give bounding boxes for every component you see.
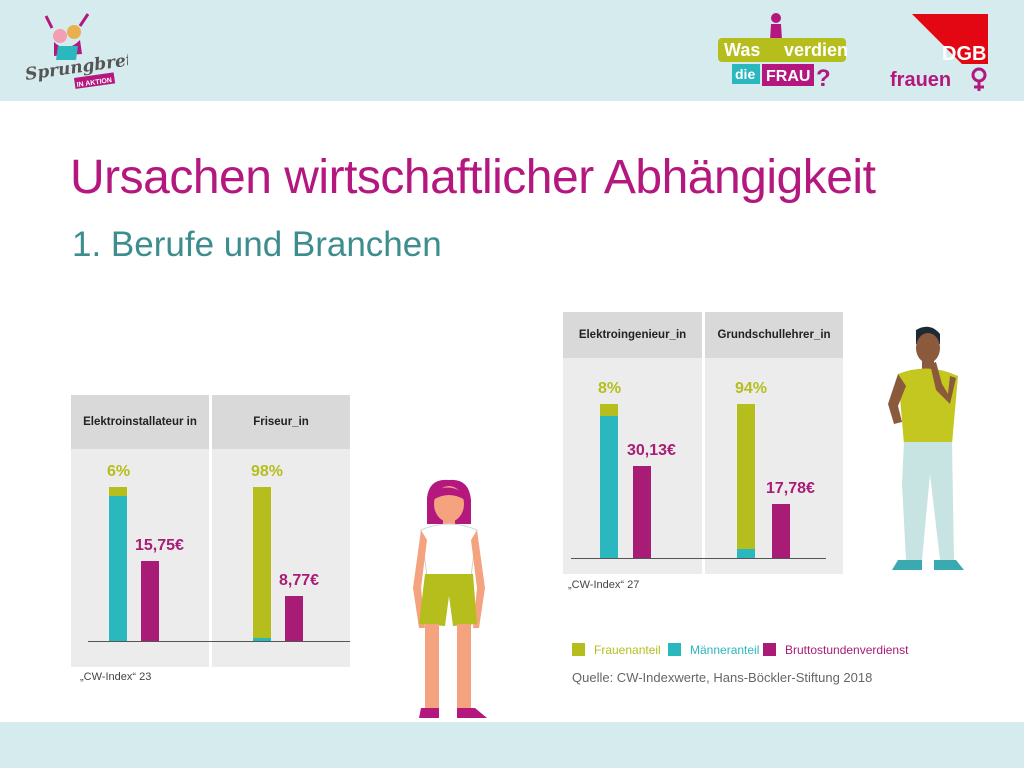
slide-title: Ursachen wirtschaftlicher Abhängigkeit xyxy=(70,151,876,204)
footer-band xyxy=(0,722,1024,768)
cw-index-note-right: „CW-Index“ 27 xyxy=(568,579,640,591)
svg-text:IN AKTION: IN AKTION xyxy=(76,77,112,89)
label-frauenanteil-elektroinstallateur: 6% xyxy=(107,463,131,480)
label-frauenanteil-grundschullehrer: 94% xyxy=(735,380,768,397)
bar-maenneranteil-grundschullehrer xyxy=(737,548,755,558)
panel-header-grundschullehrer: Grundschullehrer_in xyxy=(705,312,843,358)
cw-index-note-left: „CW-Index“ 23 xyxy=(80,671,152,683)
label-verdienst-friseur: 8,77€ xyxy=(279,572,320,590)
label-verdienst-elektroinstallateur: 15,75€ xyxy=(135,536,184,554)
woman-illustration xyxy=(413,479,487,718)
bar-verdienst-elektroinstallateur xyxy=(141,560,159,641)
legend-label-bruttostundenverdienst: Bruttostundenverdienst xyxy=(785,643,909,657)
bar-verdienst-grundschullehrer xyxy=(772,503,790,558)
bar-verdienst-elektroingenieur xyxy=(633,466,651,558)
label-frauenanteil-elektroingenieur: 8% xyxy=(598,380,622,397)
man-illustration xyxy=(888,326,964,570)
svg-text:die: die xyxy=(735,66,755,82)
svg-text:FRAU: FRAU xyxy=(766,68,810,85)
svg-text:Was: Was xyxy=(724,40,760,60)
source-note: Quelle: CW-Indexwerte, Hans-Böckler-Stif… xyxy=(572,670,873,685)
label-verdienst-grundschullehrer: 17,78€ xyxy=(766,479,815,497)
bar-maenneranteil-friseur xyxy=(253,637,271,641)
bar-frauenanteil-elektroingenieur xyxy=(600,404,618,417)
panel-header-elektroinstallateur: Elektroinstallateur in xyxy=(71,395,209,449)
legend-label-maenneranteil: Männeranteil xyxy=(690,643,760,657)
bar-verdienst-friseur xyxy=(285,596,303,641)
label-frauenanteil-friseur: 98% xyxy=(251,463,284,480)
svg-text:frauen: frauen xyxy=(890,69,951,91)
legend-swatch-maenneranteil xyxy=(668,643,681,656)
x-axis-right xyxy=(571,558,826,559)
bar-frauenanteil-elektroinstallateur xyxy=(109,487,127,497)
panel-header-elektroingenieur: Elektroingenieur_in xyxy=(563,312,702,358)
svg-text:?: ? xyxy=(816,65,831,92)
was-verdient-die-frau-logo: Was verdient die FRAU ? xyxy=(718,13,848,92)
svg-text:DGB: DGB xyxy=(942,43,986,65)
panel-header-friseur: Friseur_in xyxy=(212,395,350,449)
panel-elektroinstallateur: Elektroinstallateur in xyxy=(71,395,209,667)
legend-swatch-bruttostundenverdienst xyxy=(763,643,776,656)
panel-elektroingenieur: Elektroingenieur_in xyxy=(563,312,702,574)
dgb-frauen-logo: DGB frauen xyxy=(890,14,988,91)
panel-friseur: Friseur_in xyxy=(212,395,350,667)
label-verdienst-elektroingenieur: 30,13€ xyxy=(627,442,676,460)
header-band xyxy=(0,0,1024,101)
slide-subtitle: 1. Berufe und Branchen xyxy=(72,225,442,264)
sprungbrett-logo: Sprungbrett IN AKTION xyxy=(24,13,128,89)
legend-label-frauenanteil: Frauenanteil xyxy=(594,643,661,657)
x-axis-left xyxy=(88,641,350,642)
bar-frauenanteil-friseur xyxy=(253,487,271,638)
legend-swatch-frauenanteil xyxy=(572,643,585,656)
bar-maenneranteil-elektroingenieur xyxy=(600,416,618,558)
bar-maenneranteil-elektroinstallateur xyxy=(109,496,127,641)
svg-text:verdient: verdient xyxy=(784,40,848,60)
bar-frauenanteil-grundschullehrer xyxy=(737,404,755,549)
